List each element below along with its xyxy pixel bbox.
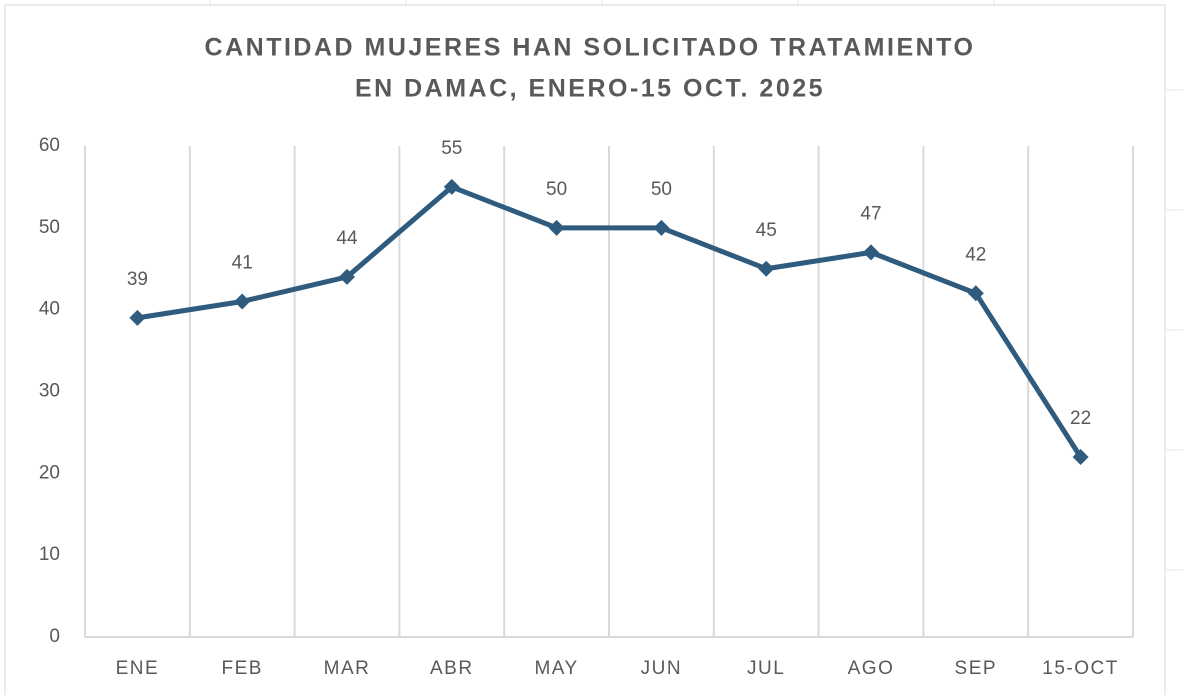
data-label: 50	[546, 179, 567, 200]
x-tick-label: JUL	[747, 658, 785, 679]
chart-title: EN DAMAC, ENERO-15 OCT. 2025	[355, 75, 825, 103]
data-marker	[758, 260, 775, 277]
x-tick-label: JUN	[641, 658, 682, 679]
y-tick-label: 0	[49, 626, 60, 647]
data-line	[137, 184, 1083, 459]
x-tick-label: ABR	[430, 658, 474, 679]
data-marker	[863, 244, 879, 261]
data-marker	[339, 268, 355, 285]
x-tick-label: MAY	[534, 658, 578, 679]
sheet-grid	[209, 0, 1183, 571]
data-label: 39	[127, 269, 148, 290]
chart-title: CANTIDAD MUJERES HAN SOLICITADO TRATAMIE…	[205, 34, 976, 62]
y-tick-label: 30	[39, 381, 60, 402]
data-marker	[129, 309, 146, 326]
data-marker	[967, 285, 984, 302]
data-label: 42	[965, 244, 986, 265]
data-label: 47	[860, 203, 881, 224]
y-tick-label: 40	[39, 299, 60, 320]
data-label: 55	[441, 138, 462, 159]
x-tick-label: AGO	[848, 658, 895, 679]
x-tick-label: 15-OCT	[1042, 658, 1119, 679]
data-marker	[1072, 448, 1089, 465]
x-tick-label: MAR	[324, 658, 371, 679]
y-tick-label: 60	[39, 135, 60, 156]
data-label: 45	[756, 220, 777, 241]
data-marker	[548, 219, 565, 236]
chart-frame	[4, 4, 1166, 695]
y-tick-label: 20	[39, 462, 60, 483]
x-tick-label: FEB	[221, 658, 262, 679]
data-marker	[653, 219, 670, 236]
data-marker	[443, 178, 460, 195]
x-tick-label: ENE	[116, 658, 160, 679]
data-label: 22	[1070, 408, 1091, 429]
data-label: 41	[232, 252, 253, 273]
data-label: 44	[336, 228, 358, 249]
x-tick-label: SEP	[955, 658, 998, 679]
y-tick-label: 10	[39, 544, 60, 565]
y-tick-label: 50	[39, 217, 60, 238]
data-label: 50	[651, 179, 672, 200]
data-marker	[234, 293, 251, 310]
